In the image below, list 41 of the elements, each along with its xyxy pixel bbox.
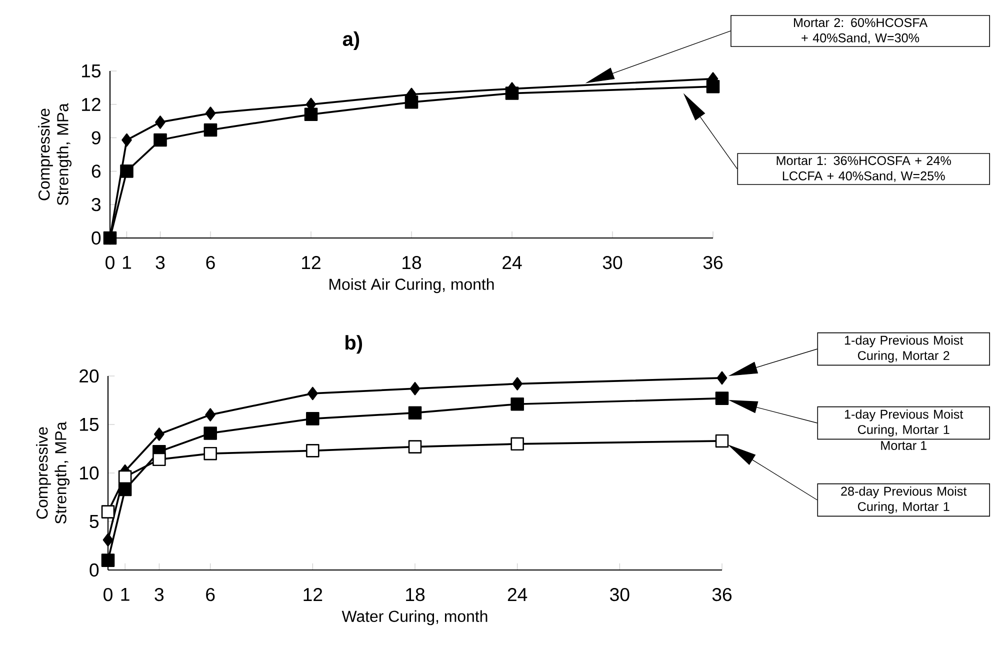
x-tick-label: 1 (121, 588, 130, 601)
y-tick-label: 12 (82, 98, 100, 111)
x-axis-title: Moist Air Curing, month (330, 278, 494, 294)
x-tick-label: 3 (154, 588, 164, 602)
text: Mortar 1: 36%HCOSFA + 24% LCCFA + 40%Sand, W=25% (776, 156, 951, 182)
x-axis-title: Water Curing, month (342, 610, 488, 626)
y-tick-label: 6 (92, 164, 100, 178)
y-tick-label: 15 (82, 64, 101, 78)
y-tick-label: 10 (80, 466, 99, 480)
x-tick-label: 0 (106, 256, 114, 270)
x-tick-label: 3 (156, 256, 165, 270)
text: Mortar 2: 60%HCOSFA + 40%Sand, W=30% (794, 18, 928, 44)
x-tick-label: 24 (502, 256, 522, 269)
y-tick-label: 5 (90, 515, 99, 528)
text: Mortar 1 (881, 441, 926, 450)
x-tick-label: 18 (402, 256, 422, 270)
text: 28-day Previous Moist Curing, Mortar 1 (841, 486, 967, 514)
y-tick-label: 15 (80, 418, 99, 431)
legend-label: 1-day Previous Moist Curing, Mortar 1 (844, 409, 964, 437)
x-tick-label: 12 (304, 588, 322, 601)
x-tick-label: 24 (508, 588, 528, 601)
y-tick-label: 0 (92, 231, 101, 245)
x-tick-label: 30 (610, 588, 630, 602)
y-axis-title: Compressive Strength, MPa (36, 422, 70, 524)
x-tick-label: 36 (703, 256, 723, 270)
y-tick-label: 20 (80, 369, 99, 383)
x-tick-label: 0 (104, 588, 112, 602)
y-tick-label: 0 (90, 563, 99, 577)
x-tick-label: 18 (406, 588, 425, 602)
chart-title: b) (346, 335, 362, 354)
y-axis-title: Compressive Strength, MPa (38, 103, 72, 206)
x-tick-label: 1 (122, 256, 132, 269)
x-tick-label: 6 (206, 588, 215, 602)
x-tick-label: 36 (712, 588, 732, 602)
x-tick-label: 6 (206, 256, 215, 270)
y-tick-label: 9 (92, 131, 100, 144)
y-tick-label: 3 (92, 198, 100, 212)
text: 1-day Previous Moist Curing, Mortar 2 (844, 335, 964, 363)
chart-title: a) (342, 31, 360, 50)
x-tick-label: 12 (302, 256, 320, 269)
x-tick-label: 30 (602, 256, 622, 270)
